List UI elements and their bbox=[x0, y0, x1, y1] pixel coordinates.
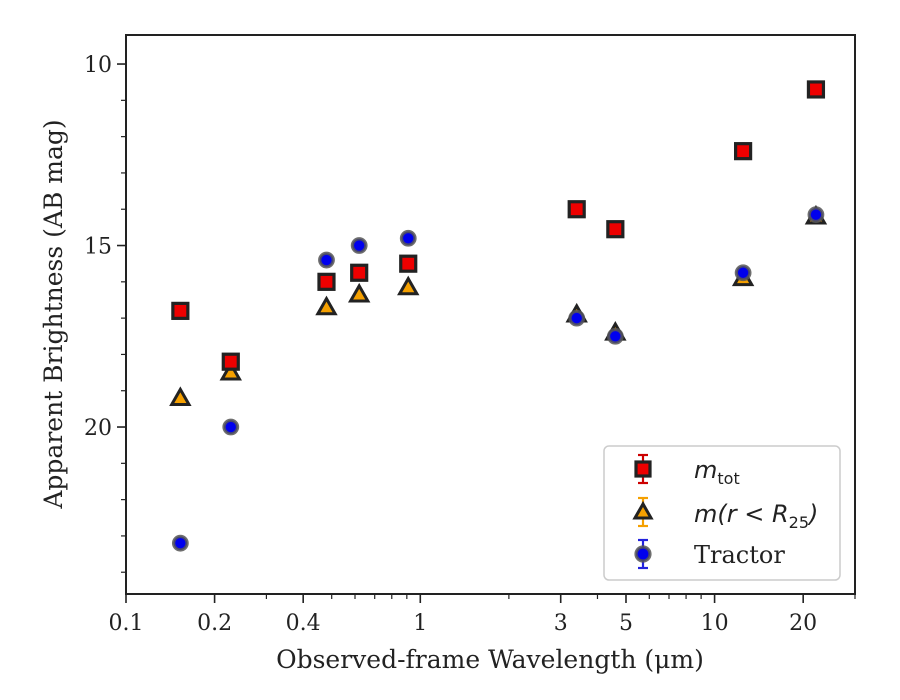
data-point-triangle bbox=[347, 282, 371, 303]
data-point-square bbox=[221, 352, 240, 371]
x-tick-label: 3 bbox=[554, 611, 568, 636]
data-point-square bbox=[399, 254, 418, 273]
legend-markers bbox=[632, 453, 654, 570]
data-point-square bbox=[171, 301, 190, 320]
data-point-circle bbox=[807, 206, 825, 224]
data-point-triangle bbox=[315, 295, 338, 316]
legend-mr25-main: m(r < R bbox=[694, 500, 789, 528]
x-tick-label: 0.2 bbox=[197, 611, 232, 636]
y-tick-label: 15 bbox=[84, 235, 112, 260]
data-point-square bbox=[317, 272, 336, 291]
data-point-circle bbox=[318, 251, 335, 269]
data-point-triangle bbox=[397, 275, 420, 296]
y-axis-label: Apparent Brightness (AB mag) bbox=[39, 119, 68, 509]
y-tick-label: 20 bbox=[84, 416, 112, 441]
data-point-triangle bbox=[219, 360, 242, 381]
data-point-circle bbox=[399, 229, 417, 247]
x-tick-label: 0.4 bbox=[286, 611, 321, 636]
data-point-circle bbox=[568, 309, 586, 327]
data-point-circle bbox=[606, 327, 624, 345]
legend-marker-triangle bbox=[632, 500, 654, 520]
legend-mtot-main: m bbox=[694, 456, 717, 484]
data-point-square bbox=[567, 200, 586, 219]
data-point-triangle bbox=[169, 386, 192, 406]
legend-entry-mr25: m(r < R25) bbox=[694, 500, 818, 532]
legend-mr25-sub: 25 bbox=[789, 513, 809, 532]
plot-frame bbox=[125, 34, 856, 595]
ticks-layer: 0.1 0.2 0.4 1 3 5 10 20 10 15 20 bbox=[84, 53, 856, 636]
x-tick-label: 1 bbox=[413, 611, 427, 636]
data-point-circle bbox=[734, 264, 752, 282]
data-point-square bbox=[606, 220, 625, 239]
legend-marker-circle bbox=[634, 545, 652, 563]
x-axis-label: Observed-frame Wavelength (μm) bbox=[276, 645, 704, 674]
y-tick-label: 10 bbox=[84, 53, 112, 78]
x-tick-label: 20 bbox=[789, 611, 817, 636]
x-tick-label: 0.1 bbox=[109, 611, 144, 636]
legend-marker-square bbox=[634, 460, 652, 478]
legend-box bbox=[603, 445, 841, 581]
data-point-circle bbox=[171, 534, 189, 552]
legend-mr25-close: ) bbox=[807, 500, 818, 528]
legend-entry-tractor: Tractor bbox=[694, 541, 785, 569]
data-point-circle bbox=[350, 237, 368, 254]
data-point-square bbox=[350, 263, 369, 282]
legend-entry-mtot: mtot bbox=[694, 456, 740, 488]
legend: mtot m(r < R25) Tractor bbox=[603, 445, 841, 581]
x-tick-label: 5 bbox=[619, 611, 633, 636]
data-point-circle bbox=[222, 418, 240, 436]
data-point-square bbox=[734, 142, 753, 161]
x-tick-label: 10 bbox=[701, 611, 729, 636]
legend-mtot-sub: tot bbox=[717, 469, 739, 488]
data-point-square bbox=[806, 80, 826, 99]
points-layer bbox=[169, 80, 828, 552]
